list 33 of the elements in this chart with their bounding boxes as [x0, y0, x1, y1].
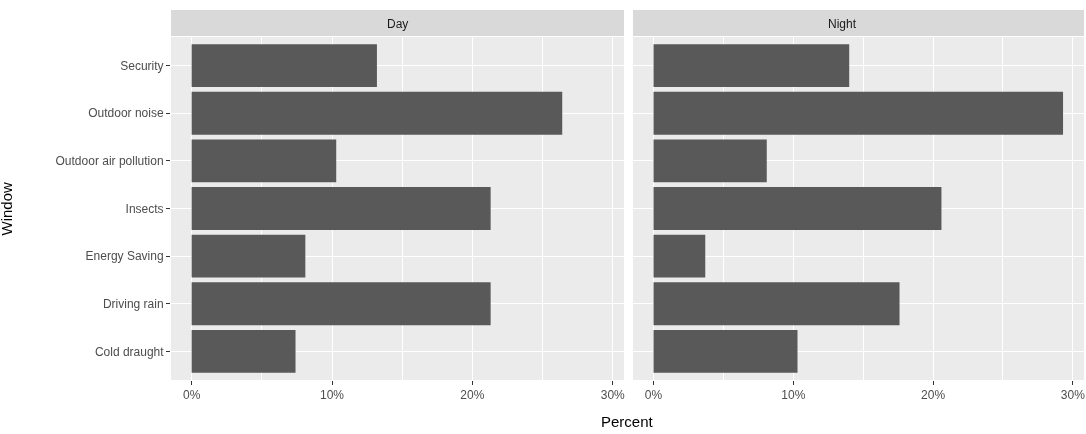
x-tick-label: 0% — [182, 388, 201, 403]
x-axis-title: Percent — [601, 413, 654, 430]
bar — [653, 329, 798, 373]
y-tick-label: Outdoor noise — [88, 106, 164, 121]
y-tick-label: Energy Saving — [85, 249, 164, 264]
chart-title: Day — [387, 17, 409, 31]
x-tick-label: 10% — [781, 388, 806, 403]
bar — [653, 234, 706, 278]
x-tick-label: 30% — [1060, 388, 1086, 403]
x-tick-label: 20% — [921, 388, 946, 403]
y-tick-label: Insects — [125, 201, 164, 216]
y-tick-label: Driving rain — [102, 296, 164, 311]
bar — [191, 187, 491, 230]
bar — [191, 329, 296, 373]
x-tick-label: 30% — [600, 388, 626, 403]
x-tick-label: 20% — [460, 388, 485, 403]
y-axis-title: Window — [0, 181, 15, 236]
bar — [191, 139, 337, 183]
bar — [653, 282, 900, 326]
bar — [653, 44, 850, 88]
chart-title: Night — [828, 17, 857, 31]
bar — [653, 187, 942, 230]
bar — [191, 44, 377, 88]
bar — [191, 282, 491, 326]
y-tick-label: Cold draught — [94, 344, 165, 359]
bar — [653, 139, 767, 183]
bar — [653, 91, 1064, 135]
bar — [191, 234, 306, 278]
y-tick-label: Outdoor air pollution — [55, 154, 164, 169]
x-tick-label: 0% — [644, 388, 663, 403]
bar — [191, 91, 563, 135]
y-tick-label: Security — [120, 58, 164, 73]
x-tick-label: 10% — [319, 388, 345, 403]
